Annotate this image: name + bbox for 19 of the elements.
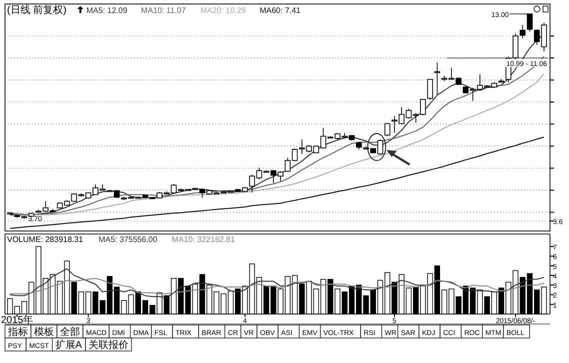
text: MA5: 375556.00 — [98, 235, 158, 244]
candlestick — [427, 78, 433, 100]
line-series — [10, 278, 544, 294]
text: 指标 — [7, 326, 28, 338]
text: 扩展A — [55, 339, 82, 351]
text: 关联报价 — [88, 339, 128, 351]
text: MA5: 12.09 — [86, 6, 128, 15]
candlestick — [520, 24, 526, 39]
chart-title: (日线 前复权) — [7, 4, 66, 16]
candlestick — [384, 122, 390, 137]
text: 全部 — [60, 326, 80, 338]
text: MA10: 322162.81 — [172, 235, 236, 244]
text: MA60: 7.41 — [260, 6, 302, 15]
text: MA20: 10.29 — [200, 6, 246, 15]
text: MA10: 11.07 — [141, 6, 186, 15]
line-series — [10, 268, 544, 298]
series-label: VOLUME: 283918.31 — [7, 235, 84, 244]
text: 模板 — [34, 326, 54, 338]
x-tick-label: 2015年 — [0, 314, 34, 326]
